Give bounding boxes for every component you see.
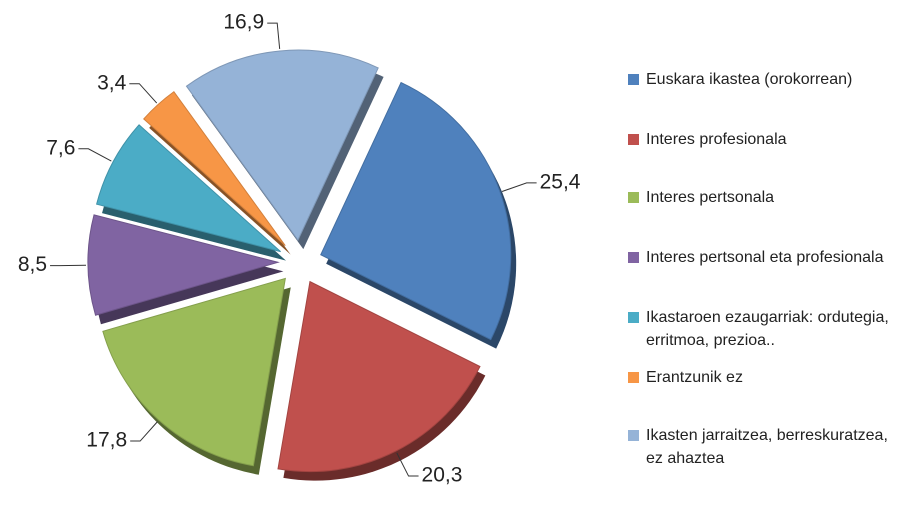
- legend-item: Ikastaroen ezaugarriak: ordutegia, errit…: [628, 306, 898, 352]
- legend-swatch: [628, 430, 639, 441]
- legend-item: Interes pertsonala: [628, 186, 898, 209]
- slice: [320, 81, 512, 341]
- slice: [102, 277, 286, 467]
- legend-item: Interes profesionala: [628, 128, 898, 151]
- leader-line: [501, 182, 537, 192]
- data-label: 3,4: [97, 71, 127, 94]
- legend-label: Interes pertsonal eta profesionala: [646, 249, 884, 266]
- legend-label: Ikastaroen ezaugarriak: ordutegia, errit…: [646, 309, 889, 349]
- legend-item: Erantzunik ez: [628, 366, 898, 389]
- legend-swatch: [628, 134, 639, 145]
- leader-line: [129, 83, 158, 104]
- legend-label: Interes pertsonala: [646, 189, 775, 206]
- pie-area: 25,4 20,3 17,8 8,5 7,6 3,4 16,9: [18, 11, 581, 487]
- legend-swatch: [628, 74, 639, 85]
- leader-line: [130, 421, 158, 442]
- slice: [143, 91, 286, 247]
- data-label: 7,6: [46, 136, 75, 159]
- legend-label: Erantzunik ez: [646, 369, 743, 386]
- leader-line: [78, 148, 112, 162]
- data-label: 25,4: [540, 170, 581, 193]
- legend-label: Euskara ikastea (orokorrean): [646, 71, 853, 88]
- legend-label: Ikasten jarraitzea, berreskuratzea, ez a…: [646, 427, 888, 467]
- slice: [96, 124, 281, 253]
- legend-swatch: [628, 312, 639, 323]
- data-label: 20,3: [422, 464, 463, 487]
- legend-swatch: [628, 252, 639, 263]
- legend-swatch: [628, 192, 639, 203]
- data-label: 17,8: [86, 429, 127, 452]
- slice: [185, 49, 379, 242]
- legend-label: Interes profesionala: [646, 131, 787, 148]
- data-label: 16,9: [223, 11, 264, 34]
- data-label: 8,5: [18, 253, 47, 276]
- leader-line: [267, 22, 281, 50]
- slice: [87, 214, 280, 316]
- slice: [277, 280, 481, 473]
- legend-item: Interes pertsonal eta profesionala: [628, 246, 898, 269]
- legend-item: Ikasten jarraitzea, berreskuratzea, ez a…: [628, 424, 898, 470]
- legend-item: Euskara ikastea (orokorrean): [628, 68, 898, 91]
- legend-swatch: [628, 372, 639, 383]
- leader-line: [396, 452, 419, 477]
